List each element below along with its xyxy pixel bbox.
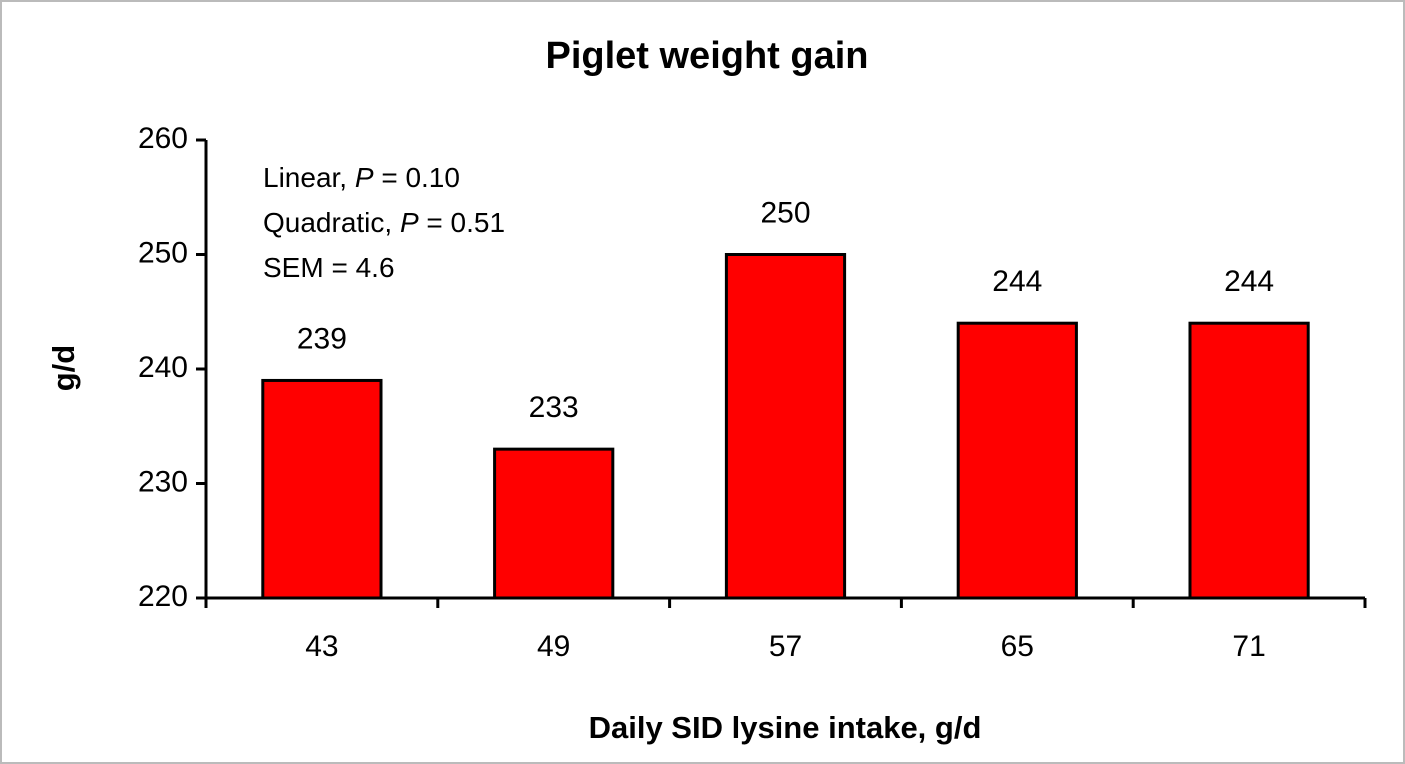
annotation-part: = 0.10 (374, 162, 460, 193)
annotation-part: Linear, (263, 162, 355, 193)
x-tick-label: 49 (537, 630, 570, 663)
data-label: 244 (1224, 265, 1274, 298)
y-tick-label: 220 (138, 580, 188, 613)
data-label: 244 (992, 265, 1042, 298)
annotation-part: P (400, 207, 419, 238)
annotation-part: Quadratic, (263, 207, 400, 238)
y-tick-label: 250 (138, 236, 188, 269)
x-axis-title: Daily SID lysine intake, g/d (589, 710, 982, 745)
bar (724, 253, 847, 600)
bar (956, 321, 1078, 600)
x-tick-label: 71 (1232, 630, 1265, 663)
data-label: 233 (529, 391, 579, 424)
annotation-part: = 0.51 (419, 207, 505, 238)
y-tick-label: 260 (138, 122, 188, 155)
bar (261, 378, 383, 600)
x-tick-label: 43 (305, 630, 338, 663)
data-label: 250 (760, 196, 810, 229)
y-tick-label: 240 (138, 351, 188, 384)
data-label: 239 (297, 322, 347, 355)
annotation-part: P (355, 162, 374, 193)
x-tick-label: 65 (1001, 630, 1034, 663)
y-axis-title: g/d (46, 345, 81, 392)
chart-title: Piglet weight gain (545, 35, 868, 77)
annotation: Linear, P = 0.10 (263, 162, 460, 193)
bar (1188, 321, 1310, 600)
annotation: SEM = 4.6 (263, 252, 395, 283)
annotation: Quadratic, P = 0.51 (263, 207, 505, 238)
x-tick-label: 57 (769, 630, 802, 663)
annotation-part: SEM = 4.6 (263, 252, 395, 283)
bar (493, 447, 615, 600)
y-tick-label: 230 (138, 465, 188, 498)
